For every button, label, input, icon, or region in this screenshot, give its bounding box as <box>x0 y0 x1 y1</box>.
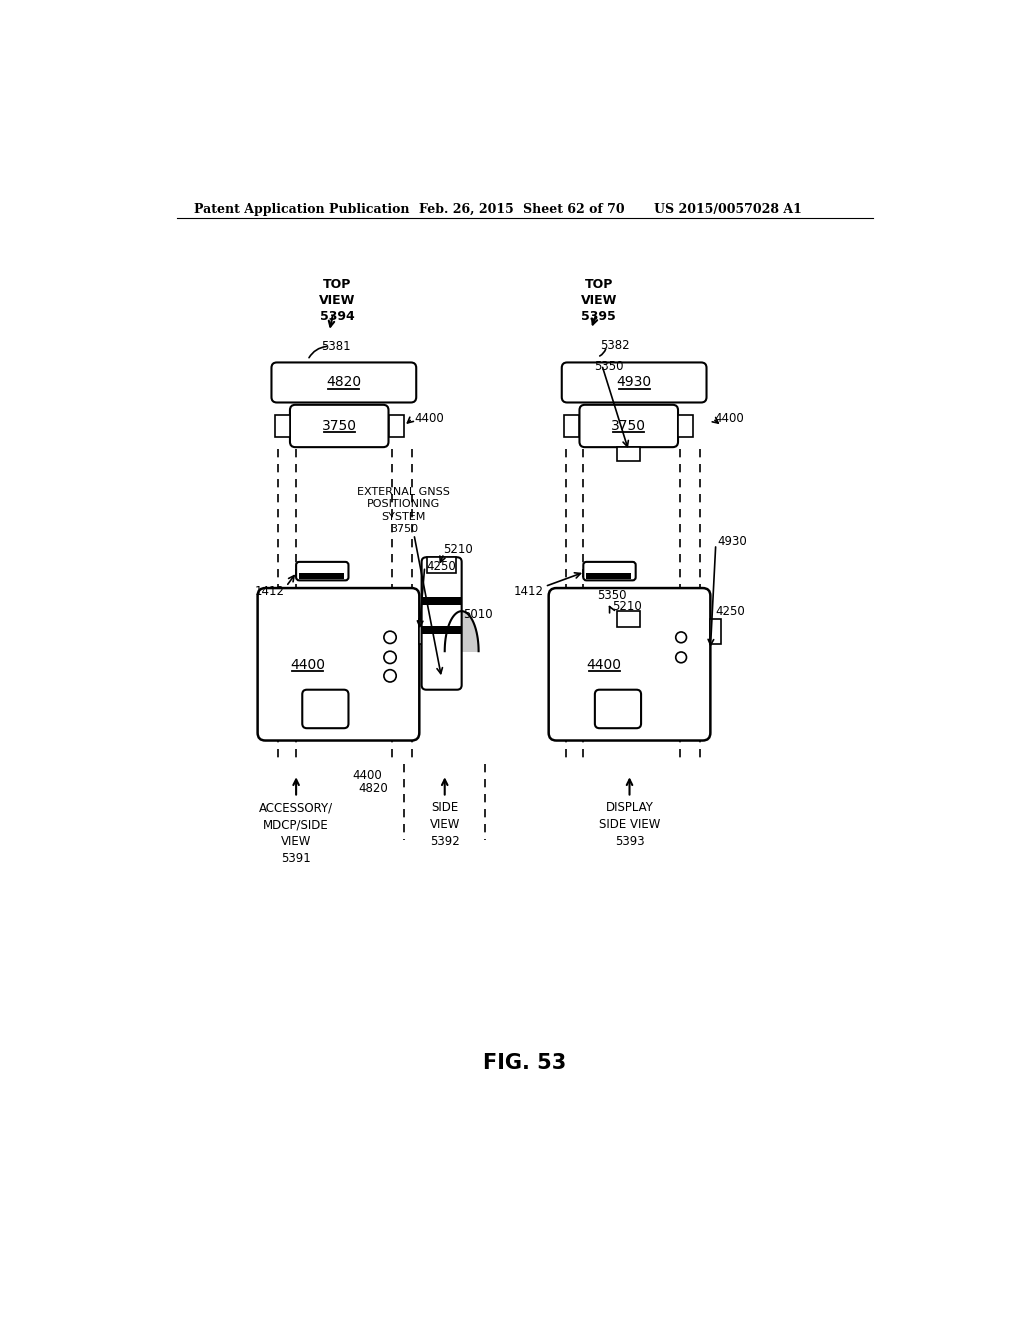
Bar <box>711 619 721 644</box>
Text: SIDE
VIEW
5392: SIDE VIEW 5392 <box>429 801 460 849</box>
Text: 4250: 4250 <box>426 560 456 573</box>
Text: FIG. 53: FIG. 53 <box>483 1053 566 1073</box>
FancyBboxPatch shape <box>562 363 707 403</box>
Text: 3750: 3750 <box>322 418 356 433</box>
Text: 1412: 1412 <box>513 585 544 598</box>
Bar <box>617 447 640 461</box>
Text: 3750: 3750 <box>611 418 646 433</box>
Bar <box>678 416 693 437</box>
Bar <box>422 626 462 635</box>
Polygon shape <box>444 611 478 651</box>
Bar <box>587 573 631 579</box>
Text: 4250: 4250 <box>716 605 745 618</box>
Bar <box>617 611 640 627</box>
Text: 5382: 5382 <box>600 339 630 352</box>
FancyBboxPatch shape <box>580 405 678 447</box>
Text: 4820: 4820 <box>327 375 361 389</box>
FancyBboxPatch shape <box>549 589 711 741</box>
Text: 5010: 5010 <box>463 607 493 620</box>
Bar <box>419 619 430 644</box>
Text: 1412: 1412 <box>255 585 285 598</box>
FancyBboxPatch shape <box>271 363 416 403</box>
Text: 4400: 4400 <box>587 659 622 672</box>
FancyBboxPatch shape <box>302 689 348 729</box>
FancyBboxPatch shape <box>296 562 348 581</box>
Text: Patent Application Publication: Patent Application Publication <box>194 203 410 216</box>
Text: 5350: 5350 <box>594 360 624 374</box>
Text: 5210: 5210 <box>443 543 473 556</box>
Text: 4400: 4400 <box>714 412 744 425</box>
FancyBboxPatch shape <box>584 562 636 581</box>
Text: 4400: 4400 <box>414 412 443 425</box>
Text: 4930: 4930 <box>717 536 748 548</box>
Text: TOP
VIEW
5394: TOP VIEW 5394 <box>318 277 355 323</box>
Bar <box>427 557 457 573</box>
Text: ACCESSORY/
MDCP/SIDE
VIEW
5391: ACCESSORY/ MDCP/SIDE VIEW 5391 <box>259 801 333 866</box>
Text: 4400: 4400 <box>290 659 326 672</box>
Bar <box>274 416 290 437</box>
Text: 5210: 5210 <box>611 601 642 612</box>
Text: 4930: 4930 <box>616 375 651 389</box>
Text: 4400: 4400 <box>353 770 383 781</box>
Text: TOP
VIEW
5395: TOP VIEW 5395 <box>581 277 616 323</box>
Text: DISPLAY
SIDE VIEW
5393: DISPLAY SIDE VIEW 5393 <box>599 801 660 849</box>
Text: EXTERNAL GNSS
POSITIONING
SYSTEM
3750: EXTERNAL GNSS POSITIONING SYSTEM 3750 <box>357 487 451 535</box>
Bar <box>299 573 344 579</box>
Text: 4820: 4820 <box>358 781 388 795</box>
Text: Sheet 62 of 70: Sheet 62 of 70 <box>523 203 625 216</box>
FancyBboxPatch shape <box>595 689 641 729</box>
FancyBboxPatch shape <box>290 405 388 447</box>
Bar <box>422 597 462 605</box>
Bar <box>564 416 580 437</box>
Text: US 2015/0057028 A1: US 2015/0057028 A1 <box>654 203 802 216</box>
Text: 5381: 5381 <box>322 341 351 354</box>
Bar <box>388 416 403 437</box>
Text: Feb. 26, 2015: Feb. 26, 2015 <box>419 203 514 216</box>
FancyBboxPatch shape <box>422 557 462 689</box>
FancyBboxPatch shape <box>258 589 419 741</box>
Text: 5350: 5350 <box>597 589 627 602</box>
